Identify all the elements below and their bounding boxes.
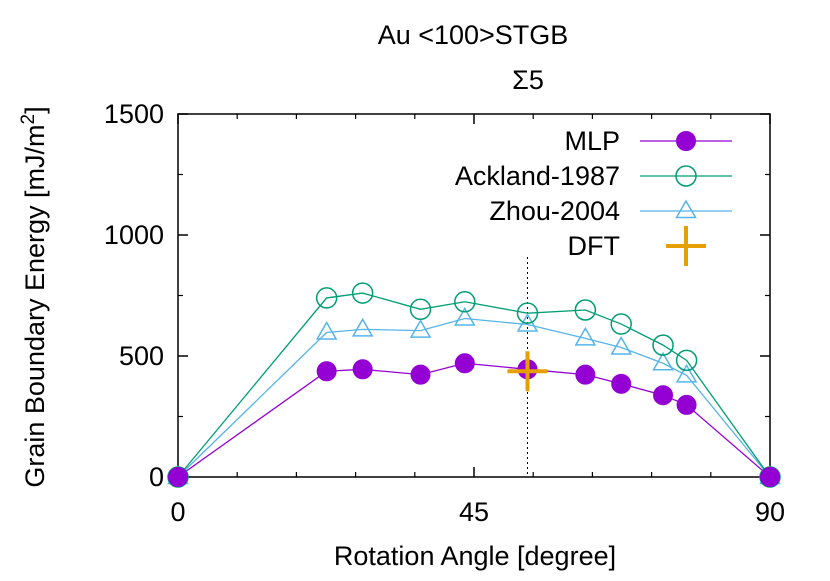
data-point-1: [574, 299, 597, 321]
legend-marker: [675, 165, 697, 187]
y-axis-label-end: ]: [20, 106, 50, 114]
plot-area: 0 500 1000 1500 0 45 90: [104, 99, 785, 527]
data-point-0: [611, 373, 632, 394]
data-point-2: [351, 317, 374, 337]
data-point-0: [316, 361, 337, 382]
data-point-2: [574, 326, 597, 346]
y-tick-label: 1000: [104, 220, 164, 250]
data-point-1: [315, 287, 338, 309]
chart-subtitle: Σ5: [512, 65, 544, 95]
data-point-0: [410, 364, 431, 385]
y-tick-label: 500: [119, 341, 164, 371]
x-tick-label: 45: [459, 497, 489, 527]
data-point-2: [652, 351, 674, 371]
series-line-1: [177, 292, 771, 478]
data-point-1: [675, 349, 698, 372]
x-tick-label: 90: [755, 497, 785, 527]
y-tick-label: 1500: [104, 99, 164, 129]
data-point-3: [507, 351, 548, 392]
x-axis-label: Rotation Angle [degree]: [334, 541, 616, 571]
data-point-2: [409, 319, 432, 338]
y-axis-label: Grain Boundary Energy [mJ/m2]: [18, 106, 50, 487]
y-tick-label: 0: [149, 462, 164, 492]
x-tick-label: 0: [170, 497, 185, 527]
y-axis-label-sup: 2: [18, 114, 39, 125]
data-point-0: [575, 364, 596, 385]
data-point-2: [675, 363, 698, 383]
data-point-2: [315, 321, 338, 340]
legend-marker: [666, 226, 706, 266]
data-point-0: [676, 394, 697, 415]
legend-marker: [675, 199, 697, 219]
data-point-1: [516, 302, 539, 324]
data-point-1: [409, 298, 432, 321]
data-point-1: [610, 313, 632, 335]
legend-label: DFT: [568, 231, 620, 261]
data-point-2: [610, 336, 633, 355]
data-point-0: [352, 359, 373, 380]
y-axis-label-main: Grain Boundary Energy [mJ/m: [20, 124, 50, 487]
data-point-1: [351, 282, 374, 304]
legend-marker: [676, 131, 696, 151]
data-point-0: [168, 467, 188, 487]
series-line-0: [177, 362, 771, 478]
data-point-1: [454, 291, 476, 313]
data-point-2: [453, 306, 476, 326]
legend-label: Ackland-1987: [455, 161, 620, 191]
chart-title: Au <100>STGB: [378, 20, 569, 50]
legend-label: Zhou-2004: [489, 196, 620, 226]
legend: MLP Ackland-1987 Zhou-2004 DFT: [455, 126, 732, 266]
data-point-0: [454, 353, 475, 374]
data-point-0: [760, 467, 780, 487]
data-point-1: [652, 334, 674, 356]
data-point-0: [653, 385, 674, 406]
legend-label: MLP: [564, 126, 620, 156]
